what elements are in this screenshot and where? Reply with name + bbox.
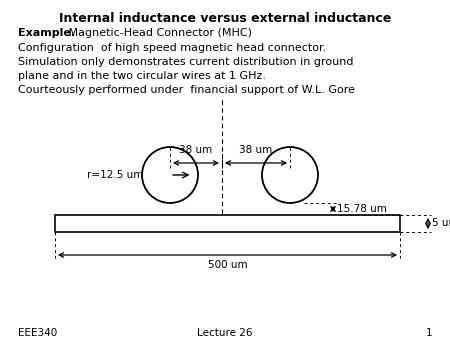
Text: 38 um: 38 um bbox=[180, 145, 212, 155]
Text: Magnetic-Head Connector (MHC): Magnetic-Head Connector (MHC) bbox=[65, 28, 252, 38]
Text: plane and in the two circular wires at 1 GHz.: plane and in the two circular wires at 1… bbox=[18, 71, 266, 81]
Text: Configuration  of high speed magnetic head connector.: Configuration of high speed magnetic hea… bbox=[18, 43, 326, 53]
Text: 38 um: 38 um bbox=[239, 145, 273, 155]
Text: 5 um: 5 um bbox=[432, 218, 450, 228]
Text: 1: 1 bbox=[425, 328, 432, 338]
Text: r=12.5 um: r=12.5 um bbox=[87, 170, 144, 180]
Text: EEE340: EEE340 bbox=[18, 328, 57, 338]
Text: Example.: Example. bbox=[18, 28, 75, 38]
Text: Internal inductance versus external inductance: Internal inductance versus external indu… bbox=[59, 12, 391, 25]
Text: 500 um: 500 um bbox=[208, 260, 248, 270]
Text: Courteously performed under  financial support of W.L. Gore: Courteously performed under financial su… bbox=[18, 85, 355, 95]
Text: Lecture 26: Lecture 26 bbox=[197, 328, 253, 338]
Bar bbox=[55, 215, 400, 232]
Text: 15.78 um: 15.78 um bbox=[337, 204, 387, 214]
Text: Simulation only demonstrates current distribution in ground: Simulation only demonstrates current dis… bbox=[18, 57, 354, 67]
